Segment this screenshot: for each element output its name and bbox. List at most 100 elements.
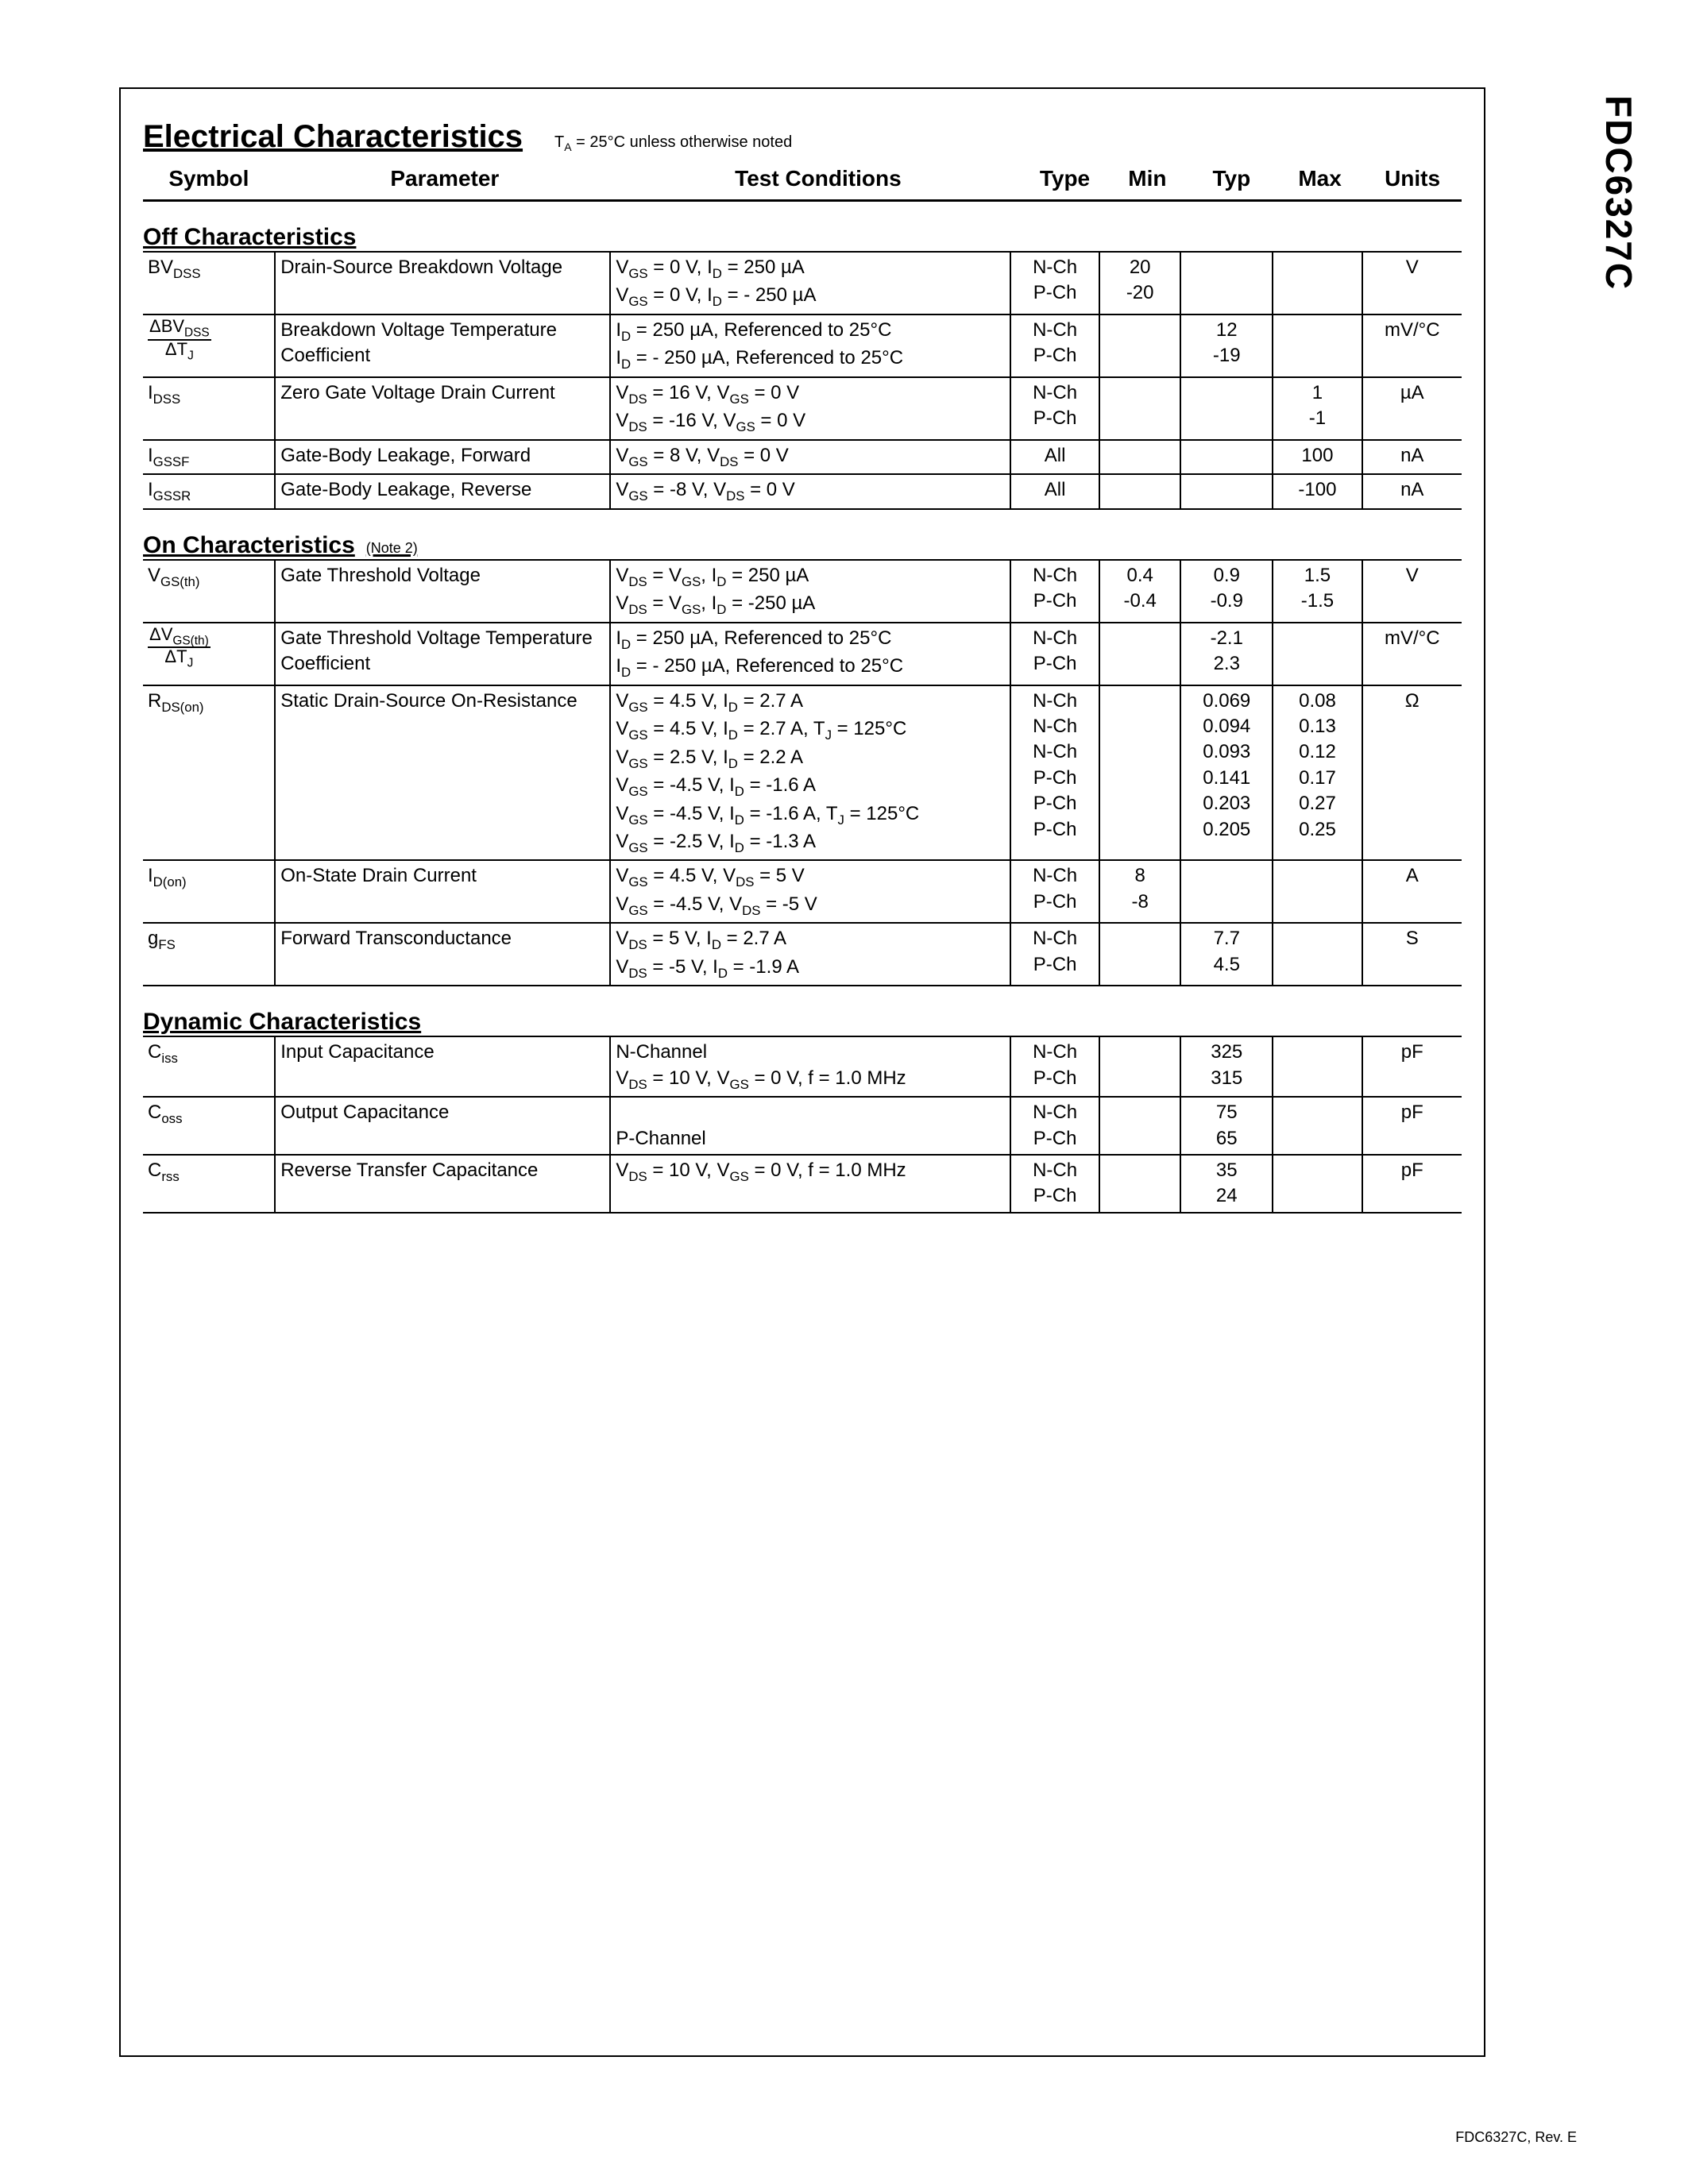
table-row: ΔBVDSSΔTJBreakdown Voltage Temperature C… — [143, 314, 1462, 377]
cell-min — [1099, 474, 1180, 508]
cell-max — [1273, 314, 1362, 377]
cell-min — [1099, 623, 1180, 685]
section-title: On Characteristics(Note 2) — [143, 532, 1462, 559]
cell-type: N-ChP-Ch — [1010, 1097, 1099, 1155]
cell-min — [1099, 1155, 1180, 1213]
table-row: IGSSFGate-Body Leakage, ForwardVGS = 8 V… — [143, 440, 1462, 474]
cell-max — [1273, 623, 1362, 685]
cell-typ — [1180, 860, 1273, 923]
header-conditions: Test Conditions — [615, 161, 1022, 201]
header-min: Min — [1108, 161, 1187, 201]
cell-typ: 325315 — [1180, 1036, 1273, 1097]
cell-symbol: Coss — [143, 1097, 275, 1155]
cell-conditions: VDS = 10 V, VGS = 0 V, f = 1.0 MHz — [610, 1155, 1010, 1213]
cell-units: nA — [1362, 440, 1462, 474]
cell-max: 1-1 — [1273, 377, 1362, 440]
cell-symbol: gFS — [143, 923, 275, 986]
cell-max — [1273, 1097, 1362, 1155]
title-note: TA = 25°C unless otherwise noted — [554, 133, 792, 153]
cell-parameter: Breakdown Voltage Temperature Coefficien… — [275, 314, 610, 377]
cell-parameter: Reverse Transfer Capacitance — [275, 1155, 610, 1213]
title-row: Electrical Characteristics TA = 25°C unl… — [143, 119, 1462, 155]
cell-max — [1273, 252, 1362, 314]
cell-typ — [1180, 474, 1273, 508]
table-row: gFSForward TransconductanceVDS = 5 V, ID… — [143, 923, 1462, 986]
cell-units: µA — [1362, 377, 1462, 440]
cell-units: pF — [1362, 1155, 1462, 1213]
table-row: CissInput CapacitanceN-ChannelVDS = 10 V… — [143, 1036, 1462, 1097]
cell-conditions: VGS = 4.5 V, ID = 2.7 AVGS = 4.5 V, ID =… — [610, 685, 1010, 861]
data-table: VGS(th)Gate Threshold VoltageVDS = VGS, … — [143, 559, 1462, 987]
cell-typ: 0.0690.0940.0930.1410.2030.205 — [1180, 685, 1273, 861]
header-table: Symbol Parameter Test Conditions Type Mi… — [143, 161, 1462, 202]
table-row: CossOutput CapacitanceP-ChannelN-ChP-Ch7… — [143, 1097, 1462, 1155]
cell-min — [1099, 1036, 1180, 1097]
cell-symbol: RDS(on) — [143, 685, 275, 861]
cell-typ: -2.12.3 — [1180, 623, 1273, 685]
cell-conditions: P-Channel — [610, 1097, 1010, 1155]
table-row: RDS(on)Static Drain-Source On-Resistance… — [143, 685, 1462, 861]
part-number-vertical: FDC6327C — [1597, 95, 1640, 291]
cell-parameter: Forward Transconductance — [275, 923, 610, 986]
cell-max: 1.5-1.5 — [1273, 560, 1362, 623]
cell-symbol: IGSSR — [143, 474, 275, 508]
cell-parameter: Drain-Source Breakdown Voltage — [275, 252, 610, 314]
cell-conditions: VDS = 16 V, VGS = 0 VVDS = -16 V, VGS = … — [610, 377, 1010, 440]
cell-units: A — [1362, 860, 1462, 923]
cell-max — [1273, 1036, 1362, 1097]
cell-typ: 0.9-0.9 — [1180, 560, 1273, 623]
cell-type: N-ChP-Ch — [1010, 377, 1099, 440]
cell-symbol: VGS(th) — [143, 560, 275, 623]
cell-conditions: VGS = 8 V, VDS = 0 V — [610, 440, 1010, 474]
cell-units: S — [1362, 923, 1462, 986]
cell-parameter: Gate Threshold Voltage Temperature Coeff… — [275, 623, 610, 685]
table-row: ΔVGS(th)ΔTJGate Threshold Voltage Temper… — [143, 623, 1462, 685]
cell-min: 20-20 — [1099, 252, 1180, 314]
cell-parameter: Output Capacitance — [275, 1097, 610, 1155]
cell-symbol: ID(on) — [143, 860, 275, 923]
cell-type: N-ChN-ChN-ChP-ChP-ChP-Ch — [1010, 685, 1099, 861]
table-row: BVDSSDrain-Source Breakdown VoltageVGS =… — [143, 252, 1462, 314]
table-row: IDSSZero Gate Voltage Drain CurrentVDS =… — [143, 377, 1462, 440]
cell-typ: 12-19 — [1180, 314, 1273, 377]
cell-conditions: VGS = -8 V, VDS = 0 V — [610, 474, 1010, 508]
cell-typ — [1180, 377, 1273, 440]
cell-min: 8-8 — [1099, 860, 1180, 923]
table-row: VGS(th)Gate Threshold VoltageVDS = VGS, … — [143, 560, 1462, 623]
cell-parameter: Zero Gate Voltage Drain Current — [275, 377, 610, 440]
cell-max — [1273, 1155, 1362, 1213]
cell-type: N-ChP-Ch — [1010, 860, 1099, 923]
cell-parameter: Gate-Body Leakage, Forward — [275, 440, 610, 474]
cell-units: pF — [1362, 1097, 1462, 1155]
cell-typ — [1180, 440, 1273, 474]
cell-units: V — [1362, 252, 1462, 314]
cell-min — [1099, 314, 1180, 377]
cell-type: N-ChP-Ch — [1010, 314, 1099, 377]
cell-symbol: IDSS — [143, 377, 275, 440]
header-max: Max — [1277, 161, 1363, 201]
cell-type: All — [1010, 440, 1099, 474]
cell-max: 100 — [1273, 440, 1362, 474]
cell-units: nA — [1362, 474, 1462, 508]
cell-max — [1273, 860, 1362, 923]
data-table: BVDSSDrain-Source Breakdown VoltageVGS =… — [143, 251, 1462, 510]
cell-conditions: VGS = 4.5 V, VDS = 5 VVGS = -4.5 V, VDS … — [610, 860, 1010, 923]
cell-type: N-ChP-Ch — [1010, 1155, 1099, 1213]
header-symbol: Symbol — [143, 161, 275, 201]
cell-max — [1273, 923, 1362, 986]
cell-parameter: Gate Threshold Voltage — [275, 560, 610, 623]
cell-symbol: IGSSF — [143, 440, 275, 474]
cell-conditions: VDS = 5 V, ID = 2.7 AVDS = -5 V, ID = -1… — [610, 923, 1010, 986]
cell-conditions: N-ChannelVDS = 10 V, VGS = 0 V, f = 1.0 … — [610, 1036, 1010, 1097]
cell-type: N-ChP-Ch — [1010, 623, 1099, 685]
table-row: CrssReverse Transfer CapacitanceVDS = 10… — [143, 1155, 1462, 1213]
cell-type: All — [1010, 474, 1099, 508]
cell-conditions: ID = 250 µA, Referenced to 25°CID = - 25… — [610, 623, 1010, 685]
table-row: IGSSRGate-Body Leakage, ReverseVGS = -8 … — [143, 474, 1462, 508]
header-type: Type — [1022, 161, 1108, 201]
cell-min — [1099, 440, 1180, 474]
cell-symbol: ΔBVDSSΔTJ — [143, 314, 275, 377]
cell-symbol: Crss — [143, 1155, 275, 1213]
sections-host: Off CharacteristicsBVDSSDrain-Source Bre… — [143, 224, 1462, 1214]
cell-max: 0.080.130.120.170.270.25 — [1273, 685, 1362, 861]
